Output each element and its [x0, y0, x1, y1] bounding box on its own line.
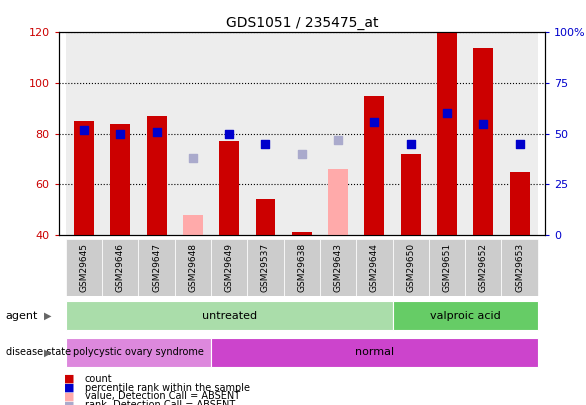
- Bar: [66, 338, 211, 367]
- Text: ■: ■: [64, 383, 75, 392]
- Bar: [138, 239, 175, 296]
- Text: ▶: ▶: [44, 311, 52, 321]
- Bar: [502, 239, 538, 296]
- Bar: [437, 32, 457, 235]
- Point: [370, 118, 379, 125]
- Text: agent: agent: [6, 311, 38, 321]
- Bar: [393, 301, 538, 330]
- Bar: [255, 199, 275, 235]
- Text: GSM29537: GSM29537: [261, 243, 270, 292]
- Bar: [211, 239, 247, 296]
- Text: GSM29645: GSM29645: [80, 243, 88, 292]
- Text: count: count: [85, 374, 113, 384]
- Text: GSM29650: GSM29650: [406, 243, 415, 292]
- Text: polycystic ovary syndrome: polycystic ovary syndrome: [73, 347, 204, 357]
- Text: untreated: untreated: [202, 311, 257, 321]
- Bar: [102, 32, 138, 235]
- Point: [115, 130, 125, 137]
- Text: GSM29649: GSM29649: [224, 243, 234, 292]
- Text: ■: ■: [64, 401, 75, 405]
- Text: GSM29652: GSM29652: [479, 243, 488, 292]
- Text: GSM29644: GSM29644: [370, 243, 379, 292]
- Bar: [247, 32, 284, 235]
- Point: [261, 141, 270, 147]
- Text: ▶: ▶: [44, 347, 52, 357]
- Bar: [328, 169, 348, 235]
- Bar: [175, 32, 211, 235]
- Point: [224, 130, 234, 137]
- Point: [297, 151, 306, 157]
- Text: rank, Detection Call = ABSENT: rank, Detection Call = ABSENT: [85, 401, 235, 405]
- Text: GSM29638: GSM29638: [297, 243, 306, 292]
- Bar: [356, 32, 393, 235]
- Point: [442, 110, 452, 117]
- Bar: [74, 121, 94, 235]
- Text: GSM29653: GSM29653: [515, 243, 524, 292]
- Text: GSM29643: GSM29643: [333, 243, 343, 292]
- Bar: [465, 32, 502, 235]
- Bar: [284, 32, 320, 235]
- Text: disease state: disease state: [6, 347, 71, 357]
- Bar: [183, 215, 203, 235]
- Bar: [364, 96, 384, 235]
- Point: [79, 126, 88, 133]
- Bar: [102, 239, 138, 296]
- Text: GSM29647: GSM29647: [152, 243, 161, 292]
- Bar: [292, 232, 312, 235]
- Point: [479, 120, 488, 127]
- Bar: [66, 239, 102, 296]
- Bar: [320, 32, 356, 235]
- Bar: [473, 47, 493, 235]
- Point: [152, 128, 161, 135]
- Title: GDS1051 / 235475_at: GDS1051 / 235475_at: [226, 16, 378, 30]
- Bar: [502, 32, 538, 235]
- Bar: [429, 32, 465, 235]
- Text: GSM29646: GSM29646: [116, 243, 125, 292]
- Point: [333, 136, 343, 143]
- Bar: [146, 116, 166, 235]
- Bar: [320, 239, 356, 296]
- Bar: [211, 32, 247, 235]
- Bar: [110, 124, 130, 235]
- Bar: [219, 141, 239, 235]
- Text: normal: normal: [355, 347, 394, 357]
- Text: GSM29648: GSM29648: [188, 243, 197, 292]
- Text: valproic acid: valproic acid: [430, 311, 500, 321]
- Bar: [510, 172, 530, 235]
- Bar: [211, 338, 538, 367]
- Bar: [465, 239, 502, 296]
- Text: ■: ■: [64, 374, 75, 384]
- Bar: [429, 239, 465, 296]
- Bar: [66, 301, 393, 330]
- Point: [188, 155, 197, 161]
- Text: GSM29651: GSM29651: [442, 243, 451, 292]
- Text: value, Detection Call = ABSENT: value, Detection Call = ABSENT: [85, 392, 240, 401]
- Bar: [356, 239, 393, 296]
- Bar: [393, 32, 429, 235]
- Bar: [66, 32, 102, 235]
- Text: ■: ■: [64, 392, 75, 401]
- Bar: [138, 32, 175, 235]
- Bar: [284, 239, 320, 296]
- Bar: [401, 154, 421, 235]
- Bar: [247, 239, 284, 296]
- Bar: [393, 239, 429, 296]
- Bar: [175, 239, 211, 296]
- Point: [406, 141, 415, 147]
- Text: percentile rank within the sample: percentile rank within the sample: [85, 383, 250, 392]
- Point: [515, 141, 524, 147]
